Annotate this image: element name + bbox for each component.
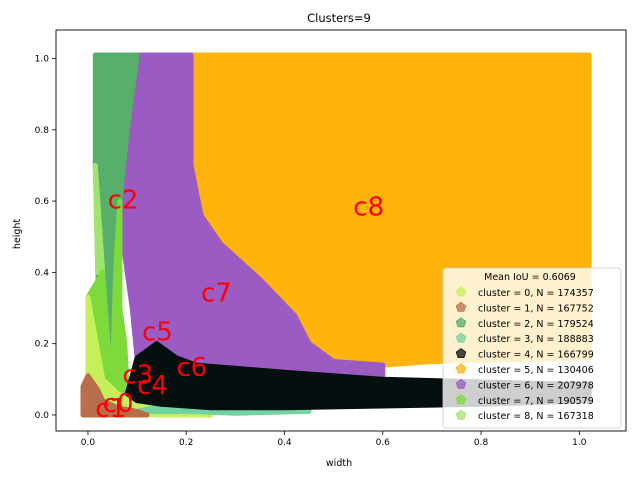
x-tick-label: 0.0	[81, 438, 96, 448]
legend-marker-cluster-7	[455, 394, 467, 405]
y-tick-label: 0.6	[35, 197, 50, 207]
chart-title: Clusters=9	[307, 11, 371, 25]
legend-marker-cluster-6	[455, 378, 467, 389]
legend-label-cluster-1: cluster = 1, N = 167752	[478, 303, 594, 314]
centroid-label-c0: c0	[103, 389, 134, 419]
legend-marker-cluster-3	[455, 332, 467, 343]
centroid-label-c1: c1	[95, 394, 126, 424]
legend-marker-cluster-2	[455, 317, 467, 328]
cluster-regions	[80, 52, 592, 418]
centroid-label-c7: c7	[201, 278, 232, 308]
legend-label-cluster-2: cluster = 2, N = 179524	[478, 319, 594, 330]
centroid-label-c6: c6	[176, 353, 207, 383]
legend-label-cluster-4: cluster = 4, N = 166799	[478, 350, 594, 361]
x-tick-label: 0.6	[376, 438, 391, 448]
y-axis-ticks: 0.0 0.2 0.4 0.6 0.8 1.0	[35, 55, 56, 421]
legend-label-cluster-5: cluster = 5, N = 130406	[478, 365, 594, 376]
legend-label-cluster-7: cluster = 7, N = 190579	[478, 396, 594, 407]
legend-marker-cluster-8	[455, 409, 467, 420]
centroid-label-c4: c4	[137, 371, 168, 401]
centroid-label-c5: c5	[142, 317, 173, 347]
legend-label-cluster-3: cluster = 3, N = 188883	[478, 334, 594, 345]
centroid-label-c2: c2	[108, 186, 139, 216]
y-tick-label: 1.0	[35, 55, 50, 65]
legend-marker-cluster-5	[455, 363, 467, 374]
x-tick-label: 1.0	[572, 438, 587, 448]
x-tick-label: 0.2	[179, 438, 193, 448]
legend-marker-cluster-4	[455, 348, 467, 359]
legend-marker-cluster-0	[455, 286, 467, 297]
legend-label-cluster-6: cluster = 6, N = 207978	[478, 380, 594, 391]
legend-box	[442, 267, 622, 429]
legend: Mean IoU = 0.6069 cluster = 0, N = 17435…	[442, 267, 622, 429]
y-tick-label: 0.0	[35, 411, 50, 421]
y-tick-label: 0.2	[35, 340, 49, 350]
y-axis-label: height	[12, 219, 23, 250]
x-tick-label: 0.8	[474, 438, 489, 448]
legend-title: Mean IoU = 0.6069	[484, 272, 576, 283]
x-axis-ticks: 0.0 0.2 0.4 0.6 0.8 1.0	[81, 431, 587, 448]
centroid-label-c8: c8	[353, 193, 384, 223]
legend-label-cluster-0: cluster = 0, N = 174357	[478, 288, 594, 299]
x-axis-label: width	[326, 458, 352, 469]
y-tick-label: 0.4	[35, 268, 50, 278]
plot-frame	[55, 29, 627, 432]
x-tick-label: 0.4	[277, 438, 292, 448]
legend-marker-cluster-1	[455, 301, 467, 312]
centroid-label-c3: c3	[122, 360, 153, 390]
y-tick-label: 0.8	[35, 126, 50, 136]
legend-label-cluster-8: cluster = 8, N = 167318	[478, 411, 594, 422]
cluster-1-region	[80, 373, 150, 418]
